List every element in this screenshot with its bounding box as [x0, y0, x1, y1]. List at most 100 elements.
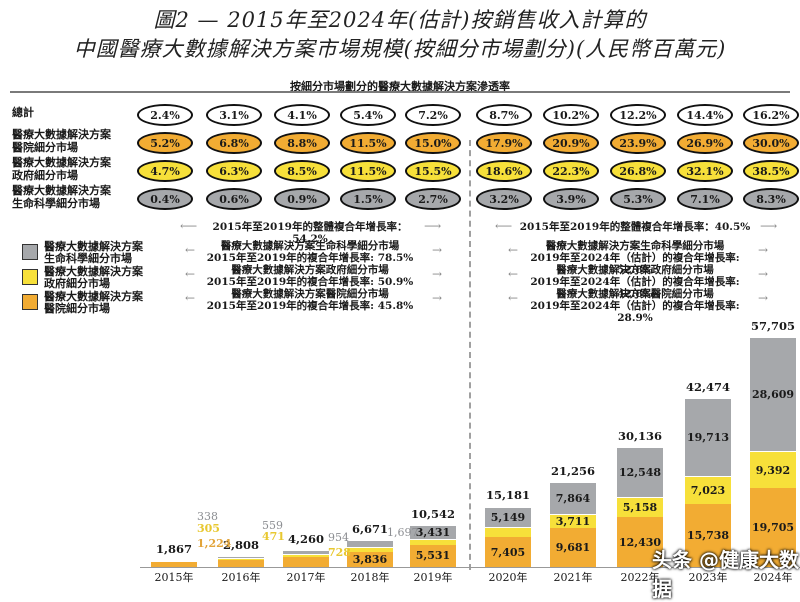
row-label-government: 醫療大數據解決方案 政府細分市場 — [12, 156, 111, 182]
x-tick-label: 2017年 — [286, 571, 326, 584]
cagr-left-overall: 2015年至2019年的整體複合年增長率：54.2% — [212, 221, 408, 245]
side-label-life-science: 338 — [197, 510, 218, 523]
cagr-right-life: 醫療大數據解決方案生命科學細分市場 2019年至2024年（估計）的複合年增長率:… — [530, 240, 740, 276]
penetration-life-science-2015年: 0.4% — [137, 188, 193, 210]
bar-total-label: 21,256 — [550, 464, 595, 479]
bar-segment-life-science: 19,713 — [685, 397, 731, 477]
side-label-life-science: 1,697 — [387, 526, 419, 539]
bar-segment-hospital: 12,430 — [617, 517, 663, 567]
penetration-hospital-2024年: 30.0% — [743, 132, 799, 154]
penetration-hospital-2018年: 11.5% — [340, 132, 396, 154]
arrow-right-icon: ⟶ — [760, 219, 778, 233]
bar-2024年: 19,705 9,392 28,609 — [750, 337, 796, 567]
cagr-left-gov: 醫療大數據解決方案政府細分市場 2015年至2019年的複合年增長率: 50.9% — [206, 264, 414, 288]
bar-total-label: 6,671 — [351, 522, 388, 537]
bar-segment-hospital — [151, 562, 197, 567]
row-label-total: 總計 — [12, 106, 34, 119]
bar-segment-government: 3,711 — [550, 513, 596, 529]
side-label-government: 305 — [197, 522, 220, 535]
x-axis — [140, 567, 800, 568]
bar-segment-life-science — [283, 550, 329, 554]
penetration-hospital-2016年: 6.8% — [206, 132, 262, 154]
penetration-government-2016年: 6.3% — [206, 160, 262, 182]
penetration-total-2023年: 14.4% — [677, 104, 733, 126]
penetration-life-science-2017年: 0.9% — [274, 188, 330, 210]
bar-segment-life-science — [151, 559, 197, 561]
penetration-life-science-2022年: 5.3% — [610, 188, 666, 210]
penetration-life-science-2020年: 3.2% — [476, 188, 532, 210]
x-tick-label: 2023年 — [688, 571, 728, 584]
x-tick-label: 2024年 — [753, 571, 793, 584]
bar-2023年: 15,738 7,023 19,713 — [685, 397, 731, 567]
bar-2017年 — [283, 550, 329, 567]
bar-segment-government — [151, 560, 197, 563]
arrow-right-icon: → — [432, 243, 443, 257]
bar-2015年 — [151, 559, 197, 567]
penetration-life-science-2018年: 1.5% — [340, 188, 396, 210]
cagr-right-gov: 醫療大數據解決方案政府細分市場 2019年至2024年（估計）的複合年增長率: 4… — [530, 264, 740, 300]
penetration-hospital-2015年: 5.2% — [137, 132, 193, 154]
row-label-life-science: 醫療大數據解決方案 生命科學細分市場 — [12, 184, 111, 210]
legend-label-government: 醫療大數據解決方案 政府細分市場 — [44, 265, 143, 290]
bar-segment-life-science: 7,864 — [550, 482, 596, 514]
legend-swatch-life-science — [22, 244, 38, 260]
arrow-right-icon: → — [758, 291, 769, 305]
arrow-right-icon: → — [758, 267, 769, 281]
bar-total-label: 57,705 — [750, 319, 795, 333]
bar-2020年: 7,405 5,149 — [485, 506, 531, 567]
bar-total-label: 15,181 — [485, 488, 530, 503]
penetration-life-science-2021年: 3.9% — [543, 188, 599, 210]
arrow-left-icon: ⟵ — [180, 219, 198, 233]
x-tick-label: 2020年 — [488, 571, 528, 584]
arrow-left-icon: ← — [508, 267, 519, 281]
penetration-hospital-2019年: 15.0% — [405, 132, 461, 154]
bar-total-label: 10,542 — [410, 506, 455, 521]
arrow-left-icon: ← — [185, 291, 196, 305]
cagr-right-overall: 2015年至2019年的整體複合年增長率：40.5% — [519, 221, 751, 233]
bar-segment-life-science: 3,431 — [410, 524, 456, 539]
x-tick-label: 2015年 — [154, 571, 194, 584]
penetration-hospital-2022年: 23.9% — [610, 132, 666, 154]
arrow-left-icon: ⟵ — [495, 219, 513, 233]
side-label-government: 471 — [262, 530, 285, 543]
penetration-life-science-2016年: 0.6% — [206, 188, 262, 210]
bar-segment-life-science: 12,548 — [617, 446, 663, 497]
legend-label-hospital: 醫療大數據解決方案 醫院細分市場 — [44, 290, 143, 315]
bar-total-label: 2,808 — [222, 537, 259, 552]
penetration-life-science-2019年: 2.7% — [405, 188, 461, 210]
x-tick-label: 2022年 — [620, 571, 660, 584]
penetration-total-2018年: 5.4% — [340, 104, 396, 126]
bar-segment-hospital: 9,681 — [550, 528, 596, 567]
bar-segment-hospital: 5,531 — [410, 544, 456, 567]
penetration-life-science-2024年: 8.3% — [743, 188, 799, 210]
bar-total-label: 1,867 — [155, 541, 192, 556]
bar-segment-hospital: 15,738 — [685, 504, 731, 567]
penetration-hospital-2020年: 17.9% — [476, 132, 532, 154]
penetration-government-2020年: 18.6% — [476, 160, 532, 182]
bar-segment-life-science: 5,149 — [485, 506, 531, 528]
penetration-hospital-2021年: 20.9% — [543, 132, 599, 154]
bar-2021年: 9,681 3,711 7,864 — [550, 482, 596, 567]
side-label-hospital: 1,224 — [197, 537, 232, 550]
penetration-hospital-2023年: 26.9% — [677, 132, 733, 154]
cagr-left-life: 醫療大數據解決方案生命科學細分市場 2015年至2019年的複合年增長率: 78.… — [206, 240, 414, 264]
bar-segment-hospital: 7,405 — [485, 537, 531, 567]
bar-total-label: 42,474 — [685, 379, 730, 394]
bar-2022年: 12,430 5,158 12,548 — [617, 446, 663, 567]
penetration-total-2021年: 10.2% — [543, 104, 599, 126]
penetration-total-2016年: 3.1% — [206, 104, 262, 126]
row-label-hospital: 醫療大數據解決方案 醫院細分市場 — [12, 128, 111, 154]
penetration-total-2024年: 16.2% — [743, 104, 799, 126]
side-label-government: 728 — [328, 546, 351, 559]
bar-segment-hospital — [283, 556, 329, 567]
bar-segment-government: 7,023 — [685, 476, 731, 505]
bar-segment-government: 9,392 — [750, 451, 796, 489]
bar-segment-hospital: 19,705 — [750, 488, 796, 567]
bar-segment-government: 5,158 — [617, 496, 663, 518]
penetration-total-2020年: 8.7% — [476, 104, 532, 126]
x-tick-label: 2021年 — [553, 571, 593, 584]
penetration-subtitle: 按細分市場劃分的醫療大數據解決方案滲透率 — [290, 80, 510, 93]
chart-title-line1: 圖2 — 2015年至2024年(估計)按銷售收入計算的 — [153, 8, 647, 32]
side-label-life-science: 954 — [328, 531, 349, 544]
legend-swatch-government — [22, 269, 38, 285]
